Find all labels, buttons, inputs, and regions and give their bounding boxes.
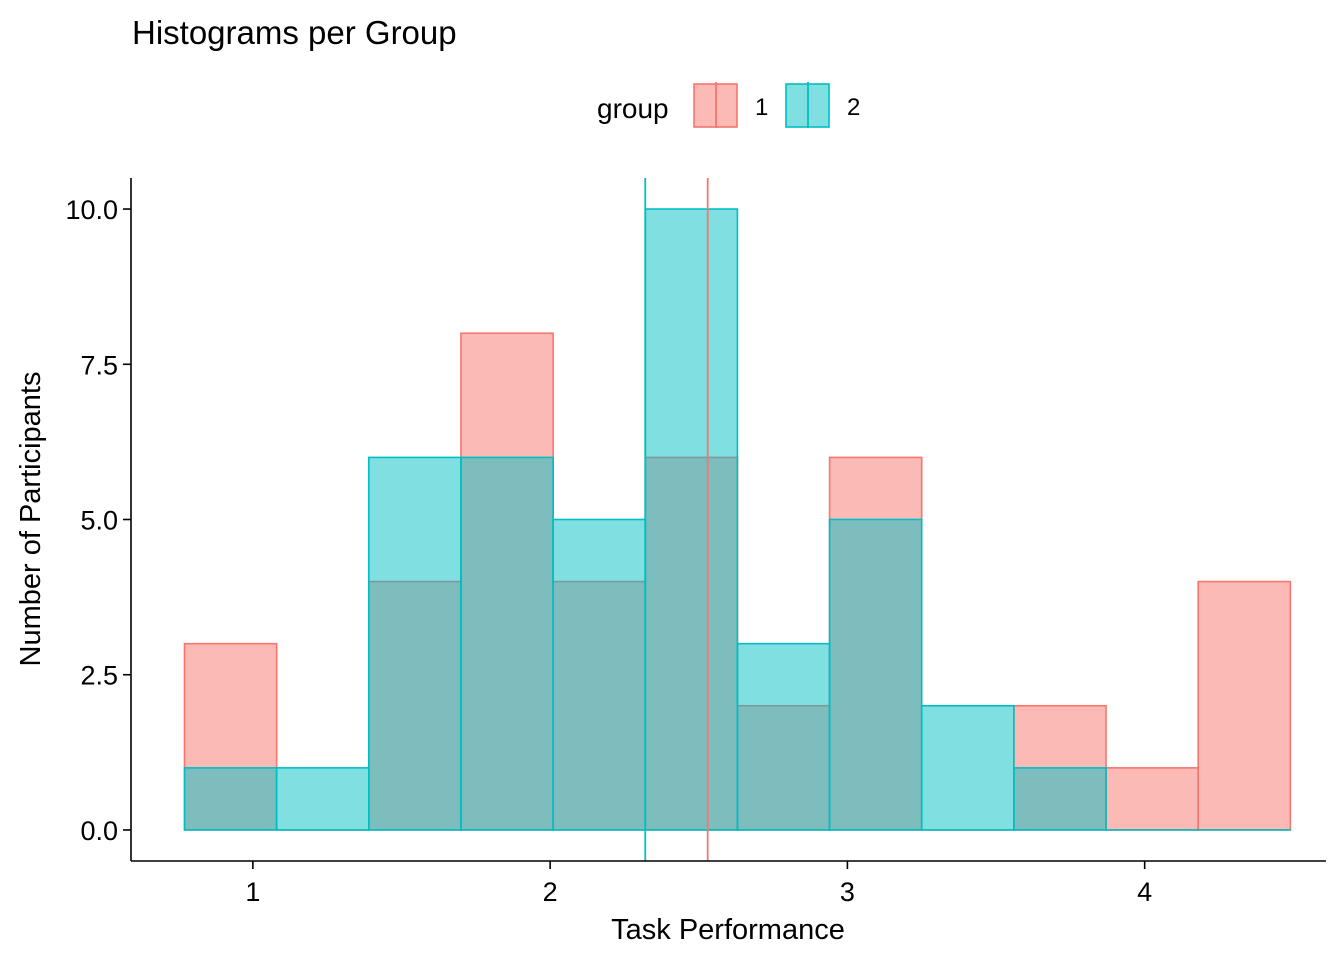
bar-series-1-bin-12 xyxy=(1197,580,1292,831)
bar-series-2-bin-10 xyxy=(1013,767,1107,831)
y-tick-label: 7.5 xyxy=(80,350,118,380)
series-2-bars xyxy=(183,208,1292,831)
x-tick-label: 4 xyxy=(1137,877,1152,907)
bar-series-1-bin-11 xyxy=(1105,767,1199,831)
bar-series-2-bin-6 xyxy=(644,208,739,831)
legend-label: 2 xyxy=(847,94,860,121)
x-axis-title: Task Performance xyxy=(611,914,845,946)
bar-series-2-bin-2 xyxy=(275,767,370,831)
bar-series-2-bin-8 xyxy=(828,518,923,831)
legend-item-group-2: 2 xyxy=(785,82,860,128)
y-tick-label: 2.5 xyxy=(80,661,118,691)
y-tick-label: 10.0 xyxy=(65,195,118,225)
x-tick-label: 1 xyxy=(245,877,260,907)
y-tick-label: 5.0 xyxy=(80,506,118,536)
y-tick-label: 0.0 xyxy=(80,816,118,846)
bar-series-2-bin-7 xyxy=(736,642,831,831)
bar-series-2-bin-3 xyxy=(368,456,462,831)
legend-title: group xyxy=(597,93,669,124)
bar-series-2-bin-1 xyxy=(183,767,278,831)
y-axis-title: Number of Participants xyxy=(15,372,47,667)
x-tick-label: 2 xyxy=(543,877,558,907)
chart-title: Histograms per Group xyxy=(132,14,457,51)
bar-series-2-bin-5 xyxy=(552,518,647,831)
bar-series-2-bin-4 xyxy=(460,456,554,831)
axes: 0.0 2.5 5.0 7.5 10.0 1 2 3 4 xyxy=(65,178,1326,907)
legend-item-group-1: 1 xyxy=(693,82,768,128)
legend: group 1 2 xyxy=(597,82,860,128)
legend-label: 1 xyxy=(755,94,768,121)
x-tick-label: 3 xyxy=(840,877,855,907)
bar-series-2-bin-9 xyxy=(920,704,1015,831)
